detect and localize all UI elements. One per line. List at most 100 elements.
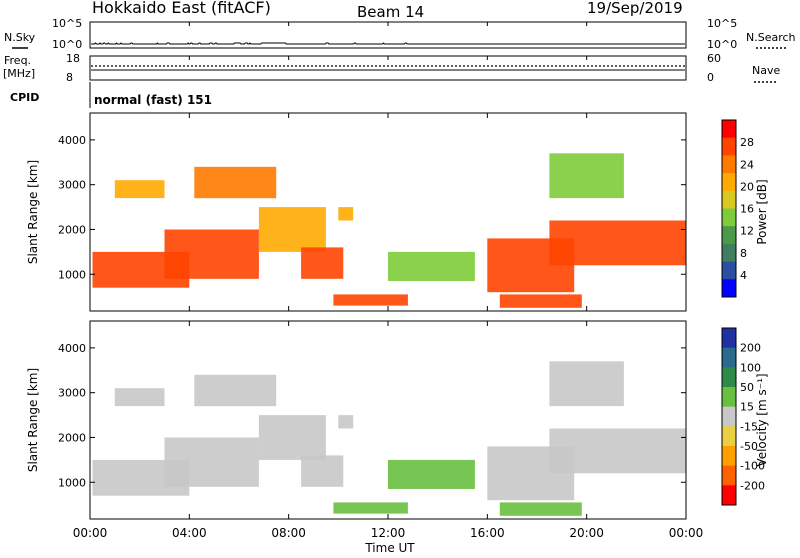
x-axis-ticks: 00:00 04:00 08:00 12:00 16:00 20:00 00:00	[73, 22, 704, 540]
noise-right-tick-high: 10^5	[707, 17, 737, 30]
velocity-y-ticks: 1000 2000 3000 4000	[58, 342, 686, 489]
velocity-region-11	[549, 361, 624, 407]
power-colorbar-frame	[721, 119, 737, 298]
noise-panel: N.Sky 10^5 10^0 10^5 10^0 N.Search	[4, 17, 796, 51]
power-y-ticks: 1000 2000 3000 4000	[58, 134, 686, 281]
velocity-region-1	[114, 388, 165, 407]
power-colorbar-swatch	[722, 226, 736, 245]
velocity-colorbar-tick: -200	[740, 479, 765, 492]
noise-left-tick-low: 10^0	[52, 38, 82, 51]
noise-left-tick-high: 10^5	[52, 17, 82, 30]
power-colorbar-swatch	[722, 279, 736, 298]
power-region-7	[338, 207, 354, 221]
power-colorbar-tick: 24	[740, 158, 754, 171]
velocity-colorbar-frame	[721, 327, 737, 506]
freq-label-1: Freq.	[4, 54, 31, 67]
power-colorbar-tick: 28	[740, 136, 754, 149]
beam-label: Beam 14	[357, 3, 424, 21]
power-colorbar-swatch	[722, 208, 736, 227]
power-region-11	[549, 153, 624, 199]
velocity-cells	[92, 361, 686, 516]
power-region-3	[194, 166, 277, 199]
power-colorbar-swatch	[722, 243, 736, 263]
station-title: Hokkaido East (fitACF)	[92, 0, 271, 17]
velocity-colorbar: 200 100 50 15 -15 -50 -100 -200	[721, 327, 765, 506]
velocity-region-4	[258, 415, 326, 460]
velocity-colorbar-swatch	[722, 465, 736, 486]
power-cells	[92, 153, 686, 308]
power-colorbar-tick: 12	[740, 225, 754, 238]
power-ylabel: Slant Range [km]	[26, 160, 40, 264]
freq-right-tick-low: 0	[707, 71, 714, 84]
x-axis-label: Time UT	[364, 541, 415, 554]
velocity-region-8	[388, 459, 475, 489]
power-panel: 1000 2000 3000 4000 Slant Range [km] 4 8 12 16…	[26, 112, 769, 312]
velocity-region-6	[333, 502, 408, 514]
noise-right-tick-low: 10^0	[707, 38, 737, 51]
power-colorbar-tick: 20	[740, 180, 754, 193]
velocity-ylabel: Slant Range [km]	[26, 368, 40, 472]
power-ytick-label: 2000	[58, 223, 86, 236]
velocity-colorbar-swatch	[722, 485, 736, 506]
x-tick-label: 12:00	[371, 526, 406, 540]
velocity-ytick-label: 4000	[58, 342, 86, 355]
velocity-ytick-label: 1000	[58, 476, 86, 489]
velocity-colorbar-swatch	[722, 446, 736, 467]
noise-sky-label: N.Sky	[4, 31, 36, 44]
power-colorbar-label: Power [dB]	[755, 179, 769, 244]
power-region-12	[549, 220, 686, 266]
power-colorbar-swatch	[722, 173, 736, 192]
x-tick-label: 20:00	[569, 526, 604, 540]
velocity-colorbar-tick: 100	[740, 361, 761, 374]
power-colorbar-swatch	[722, 137, 736, 156]
x-tick-label: 04:00	[172, 526, 207, 540]
x-tick-label: 16:00	[470, 526, 505, 540]
x-tick-label: 08:00	[271, 526, 306, 540]
velocity-colorbar-tick: 15	[740, 401, 754, 414]
velocity-colorbar-swatch	[722, 347, 736, 368]
freq-left-tick-low: 8	[66, 71, 73, 84]
freq-label-2: [MHz]	[3, 67, 35, 80]
power-region-1	[114, 180, 165, 199]
date-label: 19/Sep/2019	[587, 0, 683, 17]
velocity-colorbar-tick: -15	[740, 420, 758, 433]
power-colorbar-tick: 16	[740, 203, 754, 216]
power-ytick-label: 3000	[58, 179, 86, 192]
velocity-region-5	[301, 455, 344, 487]
x-tick-label: 00:00	[669, 526, 704, 540]
cpid-label: CPID	[10, 91, 39, 104]
velocity-region-2	[164, 437, 259, 487]
power-colorbar-tick: 4	[740, 269, 747, 282]
velocity-colorbar-tick: -50	[740, 440, 758, 453]
power-ytick-label: 1000	[58, 268, 86, 281]
power-region-10	[499, 294, 582, 308]
freq-left-tick-high: 18	[66, 52, 80, 65]
velocity-colorbar-swatch	[722, 367, 736, 388]
velocity-ytick-label: 2000	[58, 431, 86, 444]
velocity-colorbar-swatch	[722, 426, 736, 447]
power-colorbar-swatch	[722, 261, 736, 280]
power-colorbar-swatch	[722, 155, 736, 174]
x-tick-label: 00:00	[73, 526, 108, 540]
power-colorbar: 4 8 12 16 20 24 28	[721, 119, 754, 298]
power-region-2	[164, 229, 259, 279]
velocity-ytick-label: 3000	[58, 387, 86, 400]
cpid-value: normal (fast) 151	[94, 93, 212, 107]
velocity-colorbar-tick: -100	[740, 460, 765, 473]
power-region-8	[388, 251, 475, 281]
velocity-region-3	[194, 374, 277, 407]
cpid-panel: CPID normal (fast) 151	[10, 82, 212, 108]
velocity-panel: 1000 2000 3000 4000 Slant Range [km] 200 100…	[26, 320, 769, 520]
velocity-colorbar-tick: 50	[740, 381, 754, 394]
velocity-region-10	[499, 502, 582, 516]
nave-label: Nave	[752, 64, 780, 77]
noise-search-label: N.Search	[746, 31, 796, 44]
power-colorbar-tick: 8	[740, 247, 747, 260]
velocity-colorbar-label: Velocity [m s⁻¹]	[755, 373, 769, 466]
power-colorbar-swatch	[722, 190, 736, 209]
noise-sky-trace	[91, 42, 685, 45]
velocity-region-7	[338, 415, 354, 429]
velocity-region-12	[549, 428, 686, 474]
power-region-6	[333, 294, 408, 306]
